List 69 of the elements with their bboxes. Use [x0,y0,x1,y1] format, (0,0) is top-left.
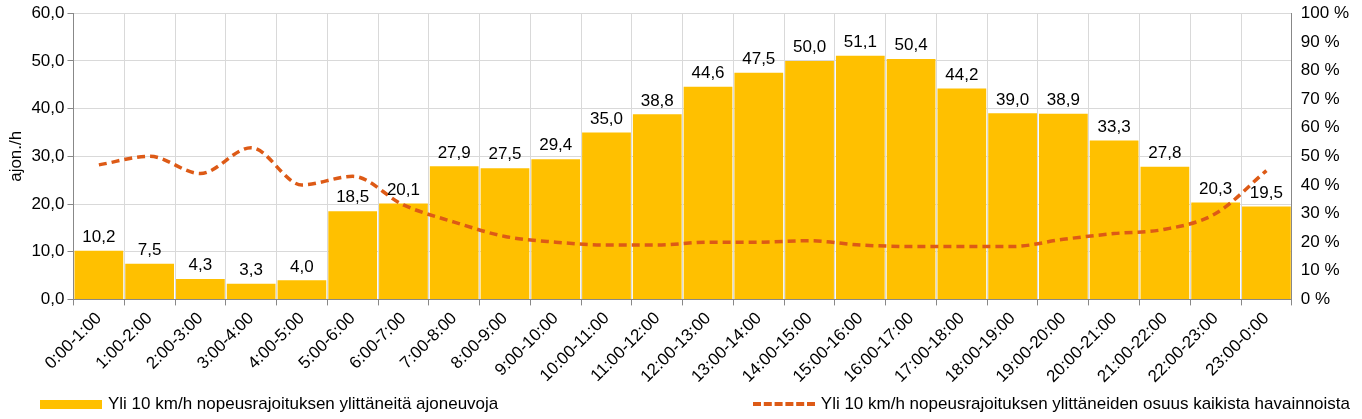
data-label: 27,5 [488,144,522,164]
data-label: 20,3 [1199,178,1233,198]
y2-tick-label: 10 % [1300,260,1340,280]
bar [683,86,733,299]
bar [1191,202,1241,299]
data-label: 3,3 [239,259,263,279]
bar [277,280,327,299]
bar [632,114,682,299]
y2-tick-label: 90 % [1300,31,1340,51]
data-label: 44,6 [691,62,725,82]
y2-tick-label: 80 % [1300,60,1340,80]
legend-label: Yli 10 km/h nopeusrajoituksen ylittäneitä ajoneuvoja [108,394,499,414]
bar [74,250,124,299]
bar [226,283,276,299]
data-label: 29,4 [539,135,573,155]
data-label: 44,2 [945,64,979,84]
y-tick-label: 30,0 [31,145,65,165]
data-label: 19,5 [1249,182,1283,202]
y-tick-label: 0,0 [40,289,65,309]
bar [1039,113,1088,299]
bar [988,113,1037,299]
y2-tick-label: 50 % [1300,145,1340,165]
y2-tick-label: 100 % [1300,2,1349,22]
y2-tick-label: 30 % [1300,203,1340,223]
data-label: 38,8 [640,90,674,110]
bar [785,60,834,299]
data-label: 4,0 [290,256,314,276]
data-label: 20,1 [386,179,420,199]
y-tick-label: 60,0 [31,2,65,22]
bar [125,263,174,299]
data-label: 10,2 [82,226,116,246]
y-tick-label: 50,0 [31,50,65,70]
data-label: 18,5 [336,187,370,207]
bar [429,166,479,299]
data-label: 4,3 [188,255,213,275]
data-label: 47,5 [742,49,776,69]
bar [582,132,631,299]
data-label: 51,1 [843,31,877,51]
bar [937,88,987,299]
bar [1089,140,1139,299]
data-label: 33,3 [1097,116,1131,136]
data-label: 38,9 [1046,90,1080,110]
y-tick-label: 10,0 [31,241,65,261]
data-label: 50,0 [793,37,827,57]
bar [1140,166,1190,299]
bar [835,55,885,299]
bar [328,211,378,299]
bar [176,278,225,299]
bar [480,168,530,299]
y2-tick-label: 20 % [1300,231,1340,251]
data-label: 27,9 [437,142,471,162]
bar [531,159,581,299]
y2-tick-label: 40 % [1300,174,1340,194]
bar [1242,206,1291,299]
y-tick-label: 40,0 [31,98,65,118]
bar [734,72,784,299]
data-label: 35,0 [589,108,624,128]
y-axis-title: ajon./h [5,130,25,182]
y2-tick-label: 70 % [1300,88,1340,108]
y2-tick-label: 0 % [1300,289,1331,309]
bar [886,58,936,299]
legend-label: Yli 10 km/h nopeusrajoituksen ylittäneiden osuus kaikista havainnoista [820,394,1350,414]
data-label: 39,0 [996,89,1030,109]
data-label: 27,8 [1148,142,1182,162]
data-label: 50,4 [894,35,928,55]
y2-tick-label: 60 % [1300,117,1340,137]
bar [379,203,428,299]
y-tick-label: 20,0 [31,193,65,213]
data-label: 7,5 [137,239,162,259]
